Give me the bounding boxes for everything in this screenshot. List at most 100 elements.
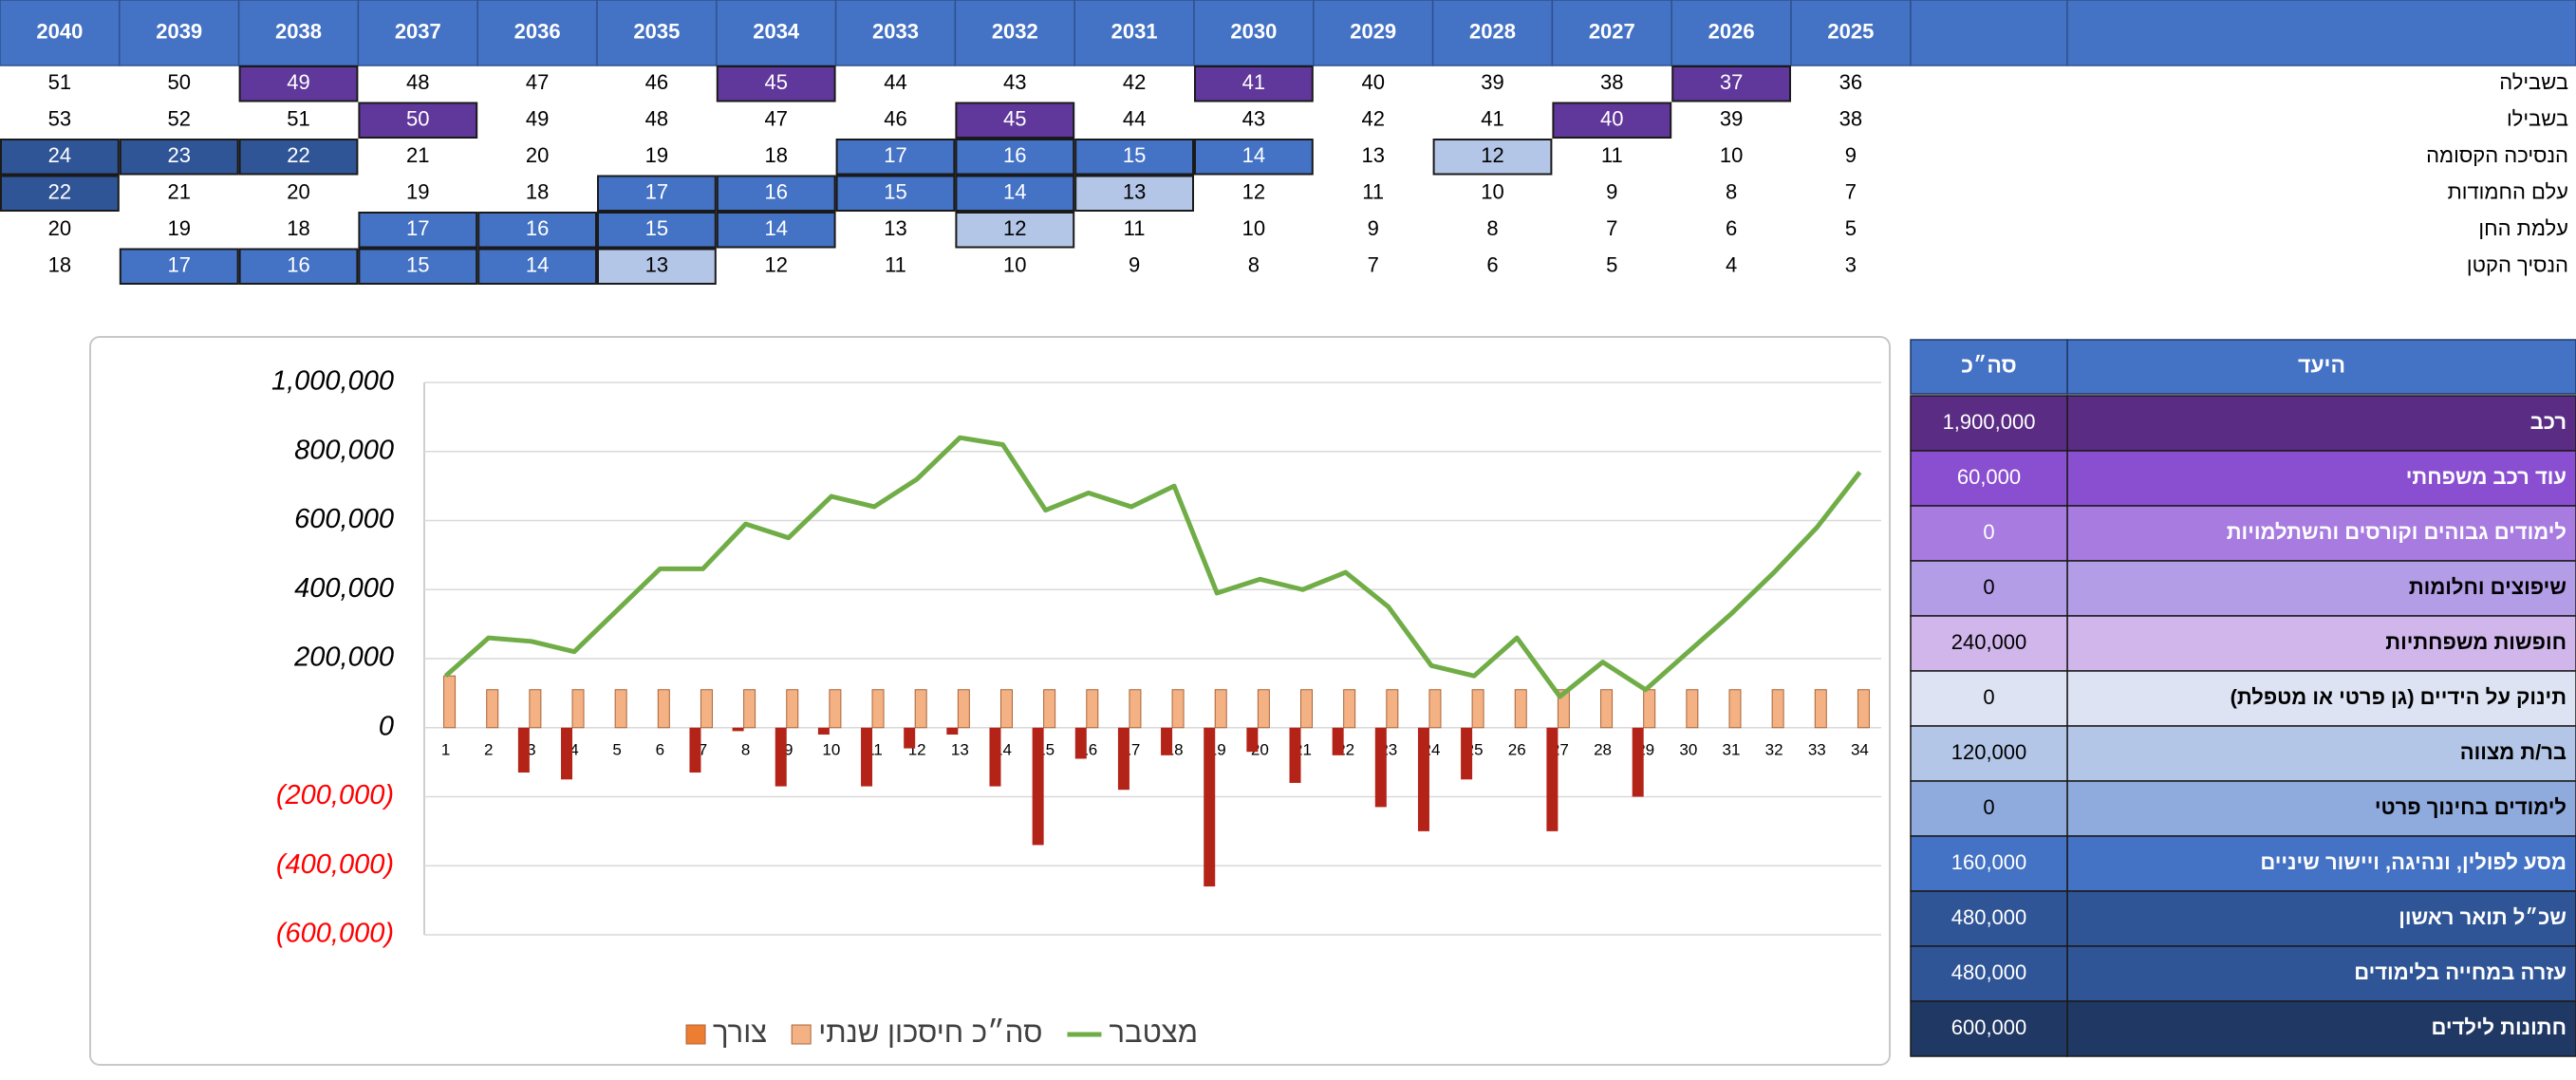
goal-total: 0 <box>1983 520 1994 544</box>
bar <box>1374 727 1387 808</box>
age-cell: 22 <box>48 180 71 204</box>
goals-header-label: סה״כ <box>1961 353 2016 378</box>
year-header: 2038 <box>275 19 322 43</box>
legend-label: מצטבר <box>1109 1015 1198 1049</box>
x-tick-label: 32 <box>1765 740 1783 758</box>
age-cell: 39 <box>1481 70 1503 94</box>
age-cell: 17 <box>167 253 190 277</box>
age-cell: 12 <box>1481 143 1503 167</box>
age-cell: 17 <box>406 216 429 240</box>
bar <box>1814 689 1827 729</box>
bar <box>775 727 787 787</box>
age-cell: 20 <box>48 216 71 240</box>
header-cell <box>1790 0 1912 66</box>
year-header: 2026 <box>1708 19 1755 43</box>
age-cell: 13 <box>884 216 906 240</box>
age-cell: 11 <box>1362 180 1384 204</box>
bar <box>614 689 627 729</box>
header-cell <box>2066 0 2576 66</box>
goal-cell <box>2066 560 2576 617</box>
bar <box>1546 727 1559 831</box>
age-cell: 8 <box>1486 216 1498 240</box>
year-header: 2031 <box>1111 19 1158 43</box>
x-tick-label: 5 <box>612 740 621 758</box>
goal-total: 240,000 <box>1951 630 2027 654</box>
goal-total: 120,000 <box>1951 740 2027 764</box>
bar <box>529 689 542 729</box>
x-tick-label: 13 <box>951 740 969 758</box>
age-cell: 12 <box>1003 216 1026 240</box>
age-cell: 14 <box>1242 143 1265 167</box>
highlight-cell <box>238 65 359 102</box>
bar <box>871 689 885 729</box>
x-tick-label: 33 <box>1808 740 1826 758</box>
age-cell: 52 <box>167 107 190 131</box>
age-cell: 42 <box>1123 70 1146 94</box>
highlight-cell <box>835 139 956 176</box>
bar <box>1461 727 1473 780</box>
bar <box>689 727 701 773</box>
year-header: 2037 <box>395 19 441 43</box>
bar <box>957 689 970 729</box>
age-cell: 48 <box>406 70 429 94</box>
x-tick-label: 4 <box>569 740 578 758</box>
highlight-cell <box>955 175 1075 212</box>
age-cell: 7 <box>1845 180 1857 204</box>
total-cell <box>1910 945 2068 1002</box>
age-cell: 46 <box>884 107 906 131</box>
age-cell: 45 <box>1003 107 1026 131</box>
bar <box>1289 727 1301 783</box>
bar <box>1771 689 1784 729</box>
row-label: עלם החמודות <box>2448 180 2568 204</box>
y-tick-label: 800,000 <box>294 435 394 465</box>
goal-name: רכב <box>2530 410 2567 434</box>
y-tick-label: 600,000 <box>294 504 394 534</box>
age-cell: 15 <box>406 253 429 277</box>
goal-cell <box>2066 725 2576 782</box>
total-cell <box>1910 395 2068 452</box>
x-tick-label: 28 <box>1594 740 1612 758</box>
year-header: 2040 <box>36 19 83 43</box>
age-cell: 18 <box>287 216 309 240</box>
age-cell: 45 <box>764 70 787 94</box>
line <box>443 435 1862 699</box>
age-cell: 16 <box>1003 143 1026 167</box>
highlight-cell <box>1074 175 1194 212</box>
goal-name: תינוק על הידיים (גן פרטי או מטפלת) <box>2231 685 2567 709</box>
age-cell: 6 <box>1486 253 1498 277</box>
bar <box>1857 689 1870 729</box>
age-cell: 15 <box>645 216 668 240</box>
legend-swatch <box>791 1024 812 1045</box>
chart-frame <box>89 336 1891 1066</box>
row-label: בשבילה <box>2499 70 2568 94</box>
age-cell: 11 <box>1601 143 1623 167</box>
goal-cell <box>2066 945 2576 1002</box>
age-cell: 14 <box>1003 180 1026 204</box>
x-tick-label: 2 <box>484 740 493 758</box>
goal-total: 0 <box>1983 575 1994 599</box>
row-label: בשבילו <box>2507 107 2568 131</box>
legend-swatch <box>685 1024 706 1045</box>
goal-total: 160,000 <box>1951 850 2027 874</box>
goal-total: 480,000 <box>1951 960 2027 984</box>
bar <box>1471 689 1484 729</box>
row-label: הנסיך הקטן <box>2467 253 2568 277</box>
bar <box>1514 689 1527 729</box>
year-header: 2032 <box>992 19 1038 43</box>
bar <box>1161 727 1173 755</box>
goal-name: לימודים בחינוך פרטי <box>2375 795 2567 819</box>
y-tick-label: 200,000 <box>293 642 394 673</box>
age-cell: 38 <box>1839 107 1862 131</box>
age-cell: 7 <box>1368 253 1379 277</box>
highlight-cell <box>716 175 836 212</box>
bar <box>1332 727 1344 755</box>
bar <box>861 727 873 787</box>
highlight-cell <box>1194 139 1314 176</box>
age-cell: 50 <box>167 70 190 94</box>
highlight-cell <box>477 248 598 285</box>
goals-header-label: היעד <box>2298 353 2345 378</box>
bar <box>1643 689 1656 729</box>
age-cell: 20 <box>526 143 549 167</box>
highlight-cell <box>238 139 359 176</box>
age-cell: 15 <box>1123 143 1146 167</box>
